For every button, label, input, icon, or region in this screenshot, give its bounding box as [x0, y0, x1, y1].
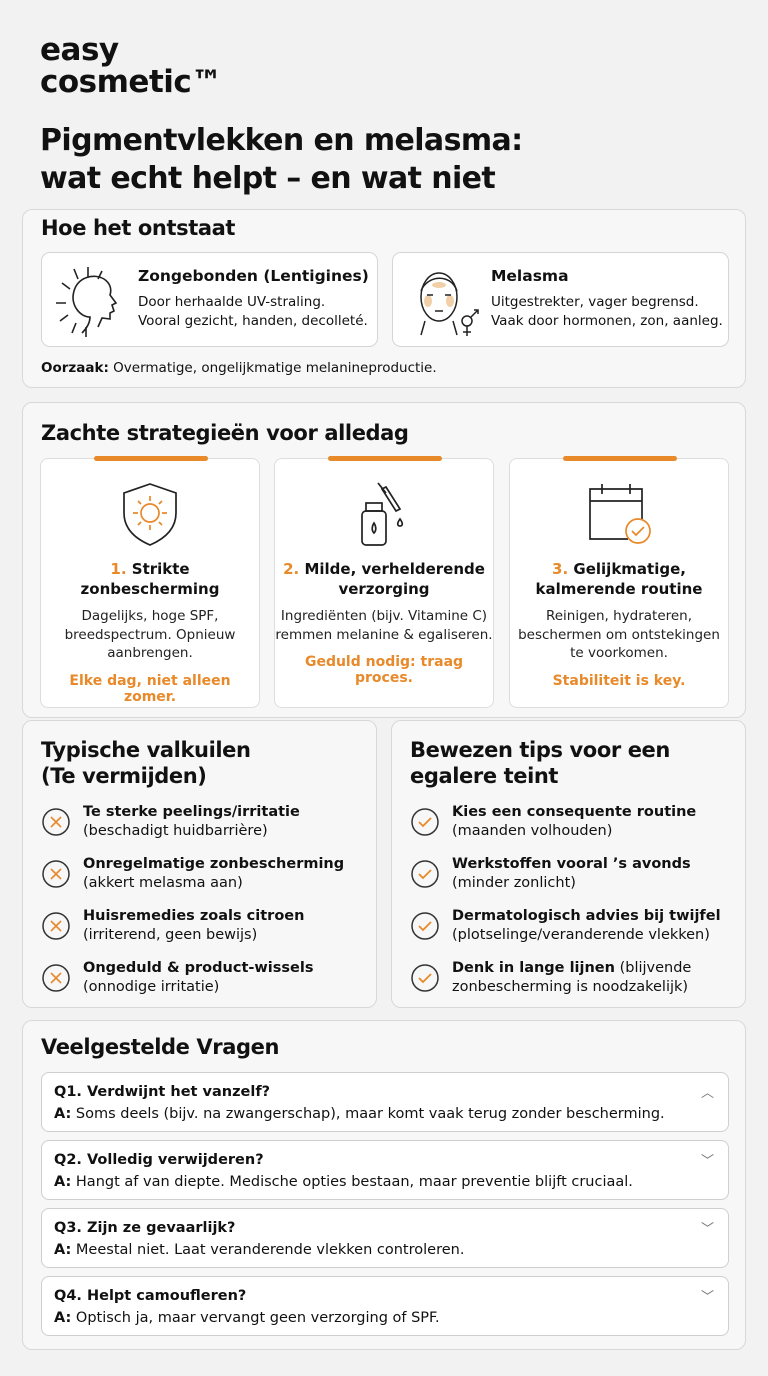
- x-circle-icon: [42, 808, 70, 836]
- strategy-card-2: 2. Milde, verhelderende verzorging Ingre…: [274, 456, 494, 708]
- calendar-check-icon: [589, 484, 651, 544]
- faq-heading: Veelgestelde Vragen: [41, 1035, 280, 1059]
- faq-item[interactable]: Q3. Zijn ze gevaarlijk? A: Meestal niet. …: [41, 1208, 729, 1268]
- check-circle-icon: [411, 808, 439, 836]
- x-circle-icon: [42, 860, 70, 888]
- type-card-melasma: Melasma Uitgestrekter, vager begrensd. Va…: [392, 252, 729, 347]
- pitfall-item: Te sterke peelings/irritatie (beschadigt …: [41, 803, 358, 841]
- faq-item[interactable]: Q4. Helpt camoufleren? A: Optisch ja, maa…: [41, 1276, 729, 1336]
- pitfalls-section: Typische valkuilen (Te vermijden) Te ster…: [22, 720, 377, 1008]
- chevron-down-icon[interactable]: ﹀: [700, 1222, 714, 1237]
- chevron-up-icon[interactable]: ︿: [700, 1086, 714, 1101]
- origin-heading: Hoe het ontstaat: [41, 216, 236, 240]
- pitfall-item: Ongeduld & product-wissels (onnodige irri…: [41, 959, 358, 997]
- pitfall-item: Onregelmatige zonbescherming (akkert mela…: [41, 855, 358, 893]
- strategy-card-3: 3. Gelijkmatige, kalmerende routine Rein…: [509, 456, 729, 708]
- origin-section: Hoe het ontstaat Zongebonden (Lentigines…: [22, 209, 746, 388]
- page-title: Pigmentvlekken en melasma: wat echt help…: [40, 123, 523, 196]
- tips-heading: Bewezen tips voor een egalere teint: [410, 738, 670, 788]
- accent-bar: [94, 456, 208, 461]
- pitfalls-heading: Typische valkuilen (Te vermijden): [41, 738, 251, 788]
- tip-item: Kies een consequente routine (maanden vol…: [410, 803, 727, 841]
- check-circle-icon: [411, 860, 439, 888]
- x-circle-icon: [42, 964, 70, 992]
- chevron-down-icon[interactable]: ﹀: [700, 1290, 714, 1305]
- accent-bar: [328, 456, 442, 461]
- type-card-lentigines: Zongebonden (Lentigines) Door herhaalde …: [41, 252, 378, 347]
- faq-item[interactable]: Q1. Verdwijnt het vanzelf? A: Soms deels …: [41, 1072, 729, 1132]
- chevron-down-icon[interactable]: ﹀: [700, 1154, 714, 1169]
- sun-face-icon: [56, 267, 118, 337]
- tip-item: Denk in lange lijnen (blijvende zonbesche…: [410, 959, 727, 997]
- cause-text: Oorzaak: Overmatige, ongelijkmatige mela…: [41, 360, 437, 376]
- shield-sun-icon: [123, 483, 177, 546]
- faq-section: Veelgestelde Vragen Q1. Verdwijnt het va…: [22, 1020, 746, 1350]
- x-circle-icon: [42, 912, 70, 940]
- strategy-card-1: 1. Strikte zonbescherming Dagelijks, hog…: [40, 456, 260, 708]
- strategies-section: Zachte strategieën voor alledag 1. Strik…: [22, 402, 746, 718]
- tips-section: Bewezen tips voor een egalere teint Kies …: [391, 720, 746, 1008]
- brand-logo: easy cosmetic™: [40, 32, 222, 100]
- dropper-bottle-icon: [361, 482, 404, 546]
- tip-item: Dermatologisch advies bij twijfel (plotse…: [410, 907, 727, 945]
- tip-item: Werkstoffen vooral ’s avonds (minder zonl…: [410, 855, 727, 893]
- accent-bar: [563, 456, 677, 461]
- faq-item[interactable]: Q2. Volledig verwijderen? A: Hangt af van…: [41, 1140, 729, 1200]
- pitfall-item: Huisremedies zoals citroen (irriterend, g…: [41, 907, 358, 945]
- check-circle-icon: [411, 964, 439, 992]
- check-circle-icon: [411, 912, 439, 940]
- face-gender-icon: [420, 272, 479, 336]
- strategies-heading: Zachte strategieën voor alledag: [41, 421, 409, 445]
